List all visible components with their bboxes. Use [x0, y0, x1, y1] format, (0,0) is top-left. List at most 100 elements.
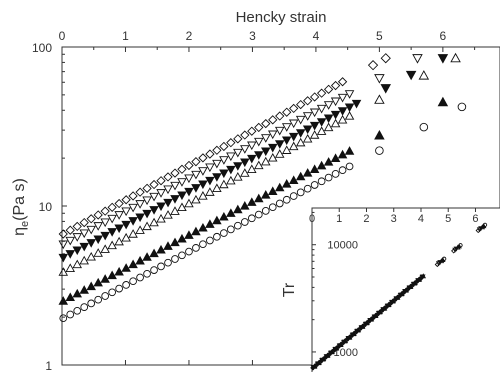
data-point — [254, 122, 264, 133]
data-point — [289, 192, 298, 200]
data-point — [475, 227, 481, 234]
data-point — [72, 288, 82, 298]
data-point — [80, 303, 89, 311]
data-point — [184, 187, 194, 197]
data-point — [323, 122, 334, 132]
data-point — [309, 164, 320, 173]
data-point — [65, 292, 76, 302]
data-point — [107, 214, 117, 224]
inset-y-tick-label: 10000 — [327, 240, 358, 252]
data-point — [387, 302, 392, 307]
data-point — [282, 195, 291, 204]
data-point — [136, 273, 144, 282]
data-point — [58, 267, 69, 276]
data-point — [163, 198, 173, 208]
data-point — [86, 225, 96, 235]
inset-y-axis-title: Tr — [281, 282, 298, 297]
data-point — [135, 200, 145, 209]
main-x-tick-labels: 0 1 2 3 4 5 6 — [59, 29, 447, 43]
data-point — [100, 274, 110, 283]
data-point — [351, 99, 362, 109]
data-point — [434, 261, 440, 268]
data-point — [267, 152, 278, 162]
data-point — [369, 316, 375, 321]
data-point — [261, 207, 270, 215]
data-point — [296, 99, 306, 110]
data-point — [441, 256, 447, 261]
data-point — [247, 141, 257, 151]
main-y-tick-label: 10 — [39, 200, 53, 214]
data-point — [240, 200, 250, 210]
data-point — [142, 209, 152, 219]
data-point — [226, 175, 236, 185]
data-point — [226, 165, 236, 175]
data-point — [156, 176, 166, 186]
data-point — [281, 179, 292, 188]
data-point — [233, 134, 243, 144]
data-point — [135, 187, 145, 197]
data-point — [65, 263, 76, 272]
data-point — [281, 145, 292, 154]
data-point — [171, 255, 179, 263]
data-point — [191, 184, 201, 193]
data-point — [87, 299, 96, 308]
inset-x-tick-label: 0 — [309, 213, 315, 225]
data-point — [326, 352, 331, 358]
data-point — [254, 137, 264, 147]
data-point — [374, 313, 379, 318]
data-series — [58, 96, 449, 305]
data-point — [142, 196, 152, 206]
inset-x-tick-labels: 0 1 2 3 4 5 6 — [309, 213, 479, 225]
inset-x-tick-label: 5 — [445, 213, 451, 225]
data-point — [226, 138, 236, 148]
data-point — [79, 217, 89, 228]
data-point — [128, 229, 138, 238]
data-point — [72, 246, 82, 256]
data-point — [128, 191, 138, 201]
data-point — [313, 363, 318, 368]
main-x-tick-label: 3 — [249, 29, 256, 43]
data-point — [310, 92, 320, 102]
data-point — [177, 202, 187, 212]
data-point — [220, 229, 228, 237]
data-point — [316, 88, 327, 98]
data-point — [205, 219, 215, 228]
main-x-tick-label: 4 — [313, 29, 320, 43]
data-point — [330, 110, 341, 120]
data-point — [303, 184, 312, 193]
data-point — [170, 195, 180, 204]
data-point — [295, 115, 306, 125]
data-point — [108, 288, 116, 297]
main-y-tick-label: 1 — [45, 359, 52, 372]
inset-x-tick-label: 2 — [363, 213, 369, 225]
data-series — [58, 53, 391, 239]
data-point — [302, 125, 313, 135]
data-point — [365, 320, 370, 325]
data-point — [339, 341, 344, 347]
data-point — [413, 280, 418, 285]
data-point — [281, 136, 292, 146]
data-point — [184, 230, 194, 239]
y-axis-title-unit: (Pa s) — [11, 178, 28, 221]
data-point — [100, 244, 110, 253]
main-x-tick-label: 1 — [122, 29, 129, 43]
data-point — [128, 217, 138, 226]
data-point — [482, 222, 488, 228]
main-tick-marks — [61, 46, 476, 366]
data-point — [352, 331, 357, 336]
data-point — [274, 182, 285, 192]
data-point — [337, 149, 348, 159]
data-point — [361, 323, 366, 329]
data-point — [323, 84, 334, 95]
data-point — [122, 281, 130, 289]
data-point — [309, 121, 320, 131]
data-point — [374, 74, 385, 84]
data-point — [149, 217, 159, 227]
data-point — [344, 111, 355, 120]
data-point — [219, 156, 229, 165]
data-point — [324, 173, 333, 182]
data-point — [323, 114, 334, 124]
inset-x-tick-label: 3 — [391, 213, 397, 225]
data-point — [149, 179, 159, 190]
data-point — [281, 123, 292, 132]
